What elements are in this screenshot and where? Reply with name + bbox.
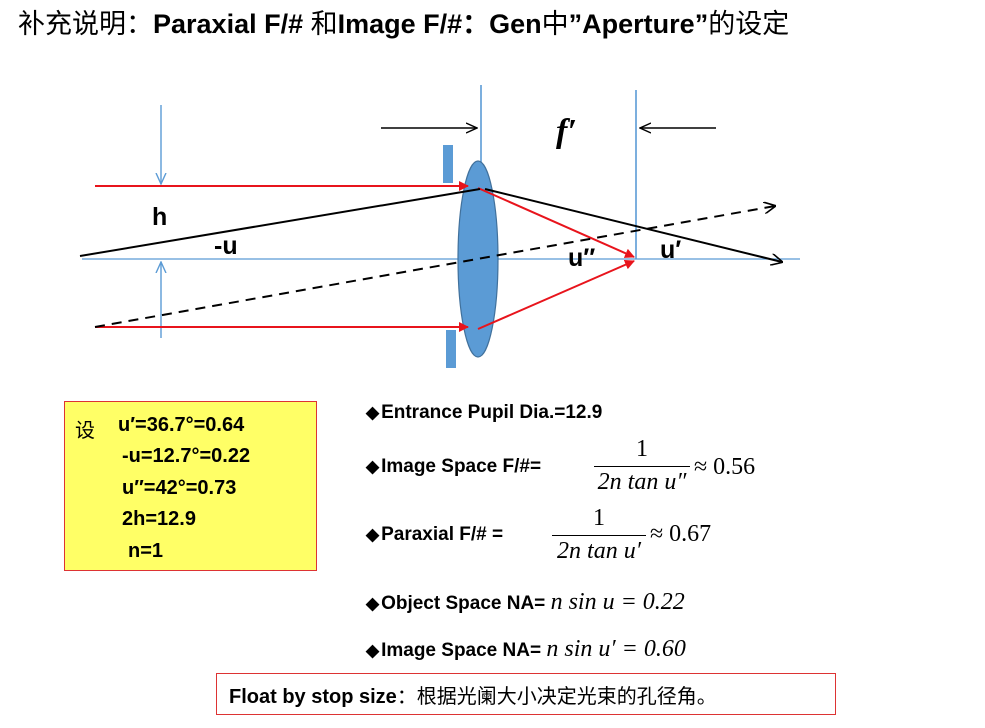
bullet-object-na: ◆ Object Space NA= n sin u = 0.22 (366, 589, 685, 616)
title-conj: 和 (310, 9, 338, 40)
stop-block-bottom (446, 330, 456, 368)
object-na-expression: n sin u = 0.22 (550, 589, 685, 615)
optical-diagram: h -u u′′ u′ f′ (79, 85, 800, 368)
image-f-denominator: 2n tan u″ (597, 469, 687, 495)
diamond-icon: ◆ (366, 641, 380, 660)
paraxial-numerator: 1 (593, 505, 605, 531)
title-part2: Image F/#：Gen (337, 9, 542, 39)
black-ray-in (79, 188, 481, 257)
given-values-box: 设 u′=36.7°=0.64 -u=12.7°=0.22 u′′=42°=0.… (64, 401, 317, 571)
given-row: u′′=42°=0.73 (122, 477, 237, 499)
label-f-prime: f′ (556, 113, 577, 150)
title-part1: Paraxial F/# (153, 9, 311, 39)
bullet-entrance-pupil: ◆ Entrance Pupil Dia.=12.9 (366, 402, 602, 424)
lens (457, 160, 499, 358)
note-en: Float by stop size (229, 686, 397, 708)
label-neg-u: -u (214, 232, 238, 260)
image-f-fraction: 1 2n tan u″ (594, 436, 690, 496)
diamond-icon: ◆ (366, 525, 380, 544)
paraxial-f-text: Paraxial F/# = (381, 524, 504, 545)
bullet-image-na: ◆ Image Space NA= n sin u′ = 0.60 (366, 636, 686, 663)
red-ray-bottom-out (477, 260, 635, 330)
diamond-icon: ◆ (366, 403, 380, 422)
title-suffix: 的设定 (708, 9, 790, 40)
black-ray-out (484, 188, 782, 262)
image-na-text: Image Space NA= (381, 640, 542, 661)
label-u-prime: u′ (660, 236, 681, 264)
red-ray-top-out (477, 187, 635, 258)
paraxial-denominator: 2n tan u′ (557, 538, 641, 564)
stop-block-top (443, 145, 453, 183)
object-na-text: Object Space NA= (381, 593, 546, 614)
paraxial-f-approx: ≈ 0.67 (650, 521, 712, 547)
label-h: h (152, 203, 167, 231)
given-row: -u=12.7°=0.22 (122, 445, 251, 467)
slide-title: 补充说明：Paraxial F/# 和Image F/#：Gen中”Apertu… (18, 2, 789, 41)
diamond-icon: ◆ (366, 457, 380, 476)
fraction-bar (552, 535, 646, 536)
bullet-paraxial-f: ◆ Paraxial F/# = (366, 524, 503, 546)
image-f-approx: ≈ 0.56 (694, 454, 756, 480)
bullet-image-space-f: ◆ Image Space F/#= (366, 456, 541, 478)
entrance-pupil-text: Entrance Pupil Dia.=12.9 (381, 402, 603, 423)
given-row: 2h=12.9 (122, 508, 196, 530)
image-na-expression: n sin u′ = 0.60 (546, 636, 686, 662)
image-f-numerator: 1 (636, 436, 648, 462)
title-mid: 中 (541, 9, 569, 40)
note-box: Float by stop size：根据光阑大小决定光束的孔径角。 (216, 673, 836, 715)
label-u-double-prime: u′′ (568, 244, 595, 272)
dashed-ray (94, 206, 775, 328)
title-prefix: 补充说明： (18, 9, 153, 40)
given-label: 设 (75, 418, 95, 442)
image-space-f-text: Image Space F/#= (381, 456, 542, 477)
note-cn: ：根据光阑大小决定光束的孔径角。 (396, 684, 717, 708)
diamond-icon: ◆ (366, 594, 380, 613)
fraction-bar (594, 466, 690, 467)
paraxial-f-fraction: 1 2n tan u′ (552, 505, 646, 565)
title-part3: ”Aperture” (568, 9, 709, 39)
given-row: n=1 (128, 540, 164, 562)
given-row: u′=36.7°=0.64 (118, 414, 245, 436)
